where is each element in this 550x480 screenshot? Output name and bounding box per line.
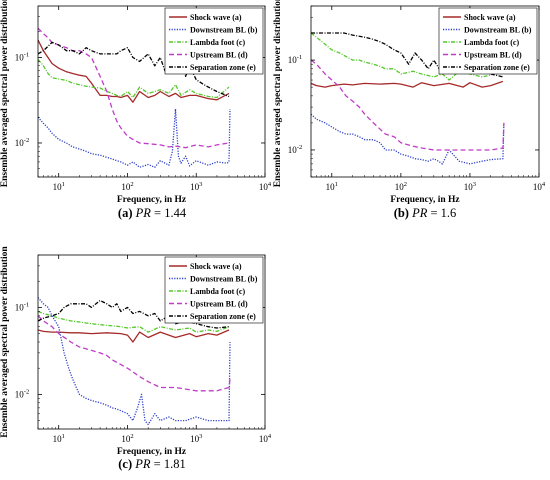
y-tick-label: 10-2 <box>288 144 302 155</box>
caption-letter: (a) <box>118 206 136 220</box>
series-line <box>38 315 231 392</box>
caption-variable: PR <box>134 457 153 471</box>
x-tick-label: 103 <box>464 181 476 192</box>
y-tick-exponent: -2 <box>24 137 29 144</box>
x-tick-label: 101 <box>53 181 65 192</box>
y-tick-exponent: -1 <box>24 51 29 58</box>
x-tick-label: 102 <box>121 433 133 444</box>
x-tick-label: 102 <box>395 181 407 192</box>
caption-letter: (c) <box>118 457 135 471</box>
y-tick-exponent: -1 <box>24 301 29 308</box>
x-tick-label: 104 <box>259 433 272 444</box>
series-group <box>38 297 231 426</box>
legend-entry: Lambda foot (c) <box>190 38 245 47</box>
x-tick-label: 101 <box>326 181 338 192</box>
y-tick-exponent: -2 <box>297 144 302 151</box>
y-tick-label: 10-2 <box>15 137 29 148</box>
y-tick-label: 10-1 <box>288 54 302 65</box>
x-tick-exponent: 4 <box>542 181 546 188</box>
x-tick-exponent: 4 <box>268 433 272 440</box>
series-line <box>38 10 230 98</box>
y-axis-label: Ensemble averaged spectral power distrib… <box>0 246 10 438</box>
legend: Shock wave (a) Downstream BL (b) Lambda fo… <box>438 7 538 75</box>
x-axis-label: Frequency, in Hz <box>117 447 187 457</box>
legend-box <box>438 7 538 75</box>
x-tick-exponent: 2 <box>404 181 407 188</box>
series-line <box>311 59 505 151</box>
series-line <box>38 27 230 149</box>
x-tick-label: 102 <box>121 181 133 192</box>
x-tick-label: 103 <box>190 181 202 192</box>
series-line <box>38 310 230 333</box>
legend-entry: Separation zone (e) <box>190 312 256 321</box>
series-line <box>38 58 230 99</box>
x-tick-exponent: 1 <box>335 181 338 188</box>
x-tick-label: 101 <box>53 433 65 444</box>
x-tick-exponent: 3 <box>199 181 202 188</box>
caption-letter: (b) <box>394 206 412 220</box>
legend-entry: Upstream BL (d) <box>464 51 522 60</box>
x-tick-exponent: 2 <box>130 433 133 440</box>
legend-entry: Lambda foot (c) <box>464 38 519 47</box>
caption-value: = 1.6 <box>431 206 457 220</box>
legend-box <box>164 256 264 324</box>
legend-entry: Downstream BL (b) <box>190 275 258 284</box>
x-axis-label: Frequency, in Hz <box>117 195 187 205</box>
y-axis-label: Ensemble averaged spectral power distrib… <box>273 0 283 187</box>
panel-caption: (c) PR = 1.81 <box>118 457 185 471</box>
legend-entry: Downstream BL (b) <box>190 26 258 35</box>
series-line <box>38 39 230 103</box>
legend-entry: Separation zone (e) <box>190 63 256 72</box>
x-axis-label: Frequency, in Hz <box>390 195 460 205</box>
x-tick-label: 104 <box>259 181 272 192</box>
legend-entry: Upstream BL (d) <box>190 300 248 309</box>
series-line <box>38 299 230 329</box>
x-tick-label: 103 <box>190 433 202 444</box>
x-tick-exponent: 1 <box>62 433 65 440</box>
plot-frame <box>310 5 540 178</box>
legend-entry: Shock wave (a) <box>464 13 516 22</box>
x-tick-exponent: 3 <box>199 433 202 440</box>
legend-entry: Upstream BL (d) <box>190 51 248 60</box>
x-tick-label: 104 <box>533 181 546 192</box>
series-line <box>38 297 231 426</box>
series-line <box>38 108 231 168</box>
legend-entry: Downstream BL (b) <box>464 26 532 35</box>
legend: Shock wave (a) Downstream BL (b) Lambda fo… <box>164 256 264 324</box>
x-tick-exponent: 2 <box>130 181 133 188</box>
y-tick-exponent: -1 <box>297 54 302 61</box>
chart-panel-3: 101 102 103 104 10-1 10-2 Frequency, in Hz Ense… <box>0 246 272 471</box>
chart-panel-1: 101 102 103 104 10-1 10-2 Frequency, in Hz Ense… <box>0 0 272 220</box>
legend-entry: Shock wave (a) <box>190 262 242 271</box>
caption-value: = 1.44 <box>154 206 187 220</box>
y-tick-label: 10-1 <box>15 301 29 312</box>
caption-variable: PR <box>135 206 154 220</box>
legend: Shock wave (a) Downstream BL (b) Lambda fo… <box>164 7 264 75</box>
caption-variable: PR <box>411 206 430 220</box>
y-tick-exponent: -2 <box>24 388 29 395</box>
series-line <box>38 329 230 343</box>
legend-entry: Separation zone (e) <box>464 63 530 72</box>
x-tick-exponent: 1 <box>62 181 65 188</box>
series-line <box>311 80 504 88</box>
series-line <box>311 113 505 165</box>
x-tick-exponent: 4 <box>268 181 272 188</box>
y-axis-label: Ensemble averaged spectral power distrib… <box>0 0 10 187</box>
legend-box <box>164 7 264 75</box>
x-tick-exponent: 3 <box>473 181 476 188</box>
legend-entry: Lambda foot (c) <box>190 287 245 296</box>
caption-value: = 1.81 <box>154 457 186 471</box>
series-group <box>38 10 231 168</box>
legend-entry: Shock wave (a) <box>190 13 242 22</box>
y-tick-label: 10-2 <box>15 388 29 399</box>
panel-caption: (a) PR = 1.44 <box>118 206 187 220</box>
series-line <box>311 32 504 78</box>
panel-caption: (b) PR = 1.6 <box>394 206 457 220</box>
y-tick-label: 10-1 <box>15 51 29 62</box>
chart-panel-2: 101 102 103 104 10-1 10-2 Frequency, in Hz Ense… <box>273 0 546 220</box>
